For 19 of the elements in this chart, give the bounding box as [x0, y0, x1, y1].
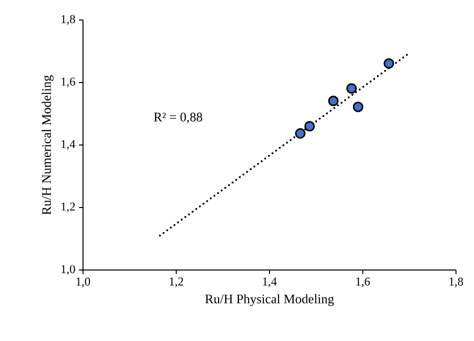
y-tick-label: 1,8	[62, 15, 76, 25]
y-tick-label: 1,2	[62, 202, 75, 212]
y-tick-label: 1,6	[62, 78, 76, 88]
y-tick-label: 1,0	[62, 265, 76, 275]
x-tick-label: 1,2	[170, 278, 184, 288]
x-axis-title: Ru/H Physical Modeling	[205, 294, 334, 306]
point	[304, 121, 315, 132]
y-tick-label: 1,4	[62, 140, 76, 150]
point	[384, 58, 394, 69]
point	[346, 83, 357, 94]
point	[352, 102, 364, 112]
x-tick-label: 1,4	[263, 278, 277, 288]
x-tick-label: 1,8	[450, 278, 464, 288]
point	[328, 96, 339, 106]
x-tick-label: 1,0	[76, 278, 90, 288]
x-tick-label: 1,6	[356, 278, 370, 288]
annotation: R² = 0,88	[154, 112, 202, 124]
point	[295, 128, 306, 139]
y-axis-title: Ru/H Numerical Modeling	[42, 75, 54, 215]
